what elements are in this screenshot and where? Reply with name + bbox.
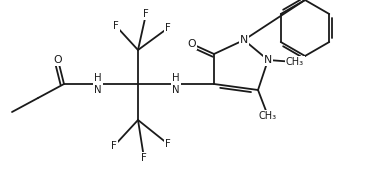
Text: CH₃: CH₃ [259,111,277,121]
Text: F: F [143,9,149,19]
Text: N: N [264,55,272,65]
Text: F: F [111,141,117,151]
Text: F: F [113,21,119,31]
Text: F: F [141,153,147,163]
Text: CH₃: CH₃ [286,57,304,67]
Text: F: F [165,139,171,149]
Text: N: N [240,35,248,45]
Text: O: O [188,39,196,49]
Text: H
N: H N [172,73,180,95]
Text: F: F [165,23,171,33]
Text: O: O [54,55,62,65]
Text: H
N: H N [94,73,102,95]
